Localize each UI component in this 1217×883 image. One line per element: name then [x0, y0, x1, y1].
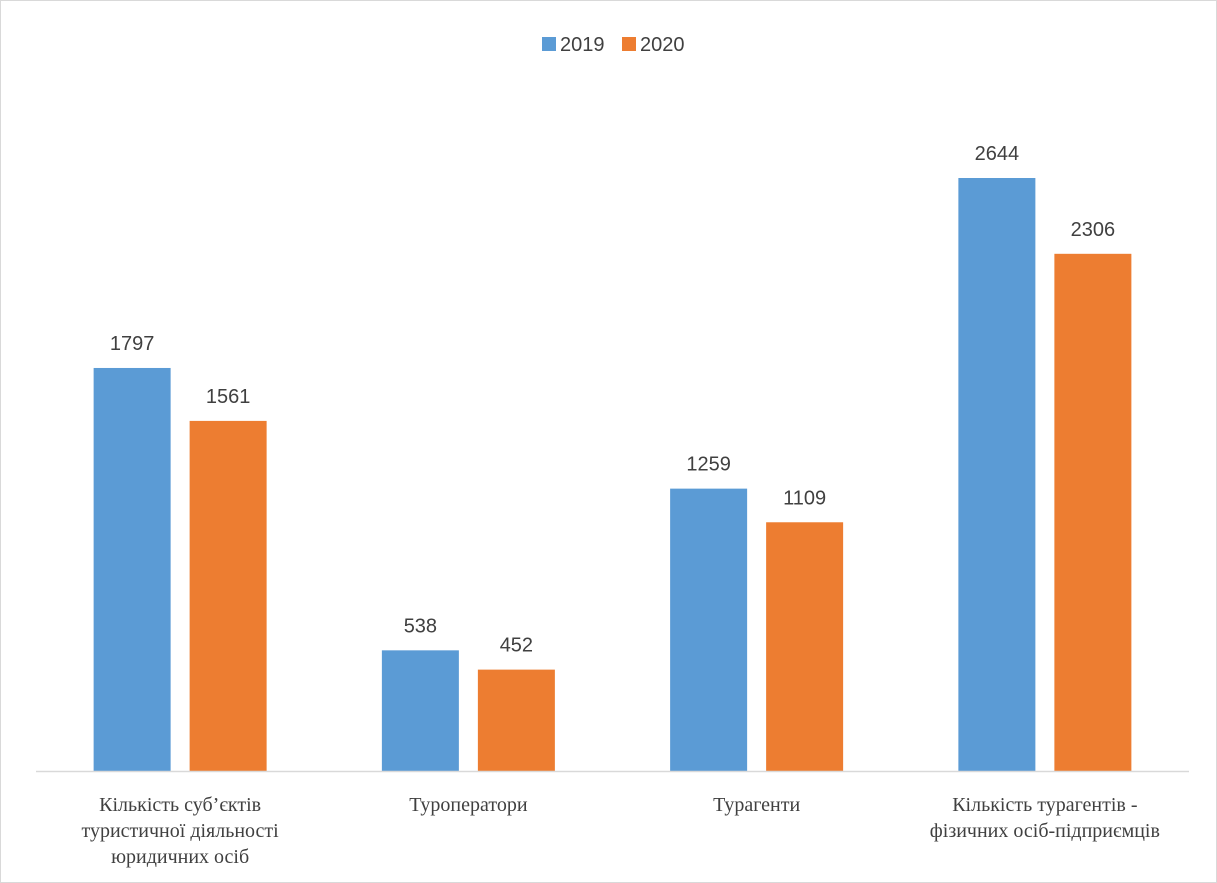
legend: 2019 2020 — [542, 34, 685, 56]
data-label-2020-3: 1109 — [783, 487, 826, 509]
legend-label-2019: 2019 — [560, 34, 605, 56]
bar-2019-1 — [93, 367, 171, 771]
bar-2020-1 — [189, 420, 267, 771]
category-label-4-line-1: Кількість турагентів - — [952, 794, 1137, 816]
category-label-1-line-3: юридичних осіб — [111, 846, 249, 868]
bar-2019-2 — [381, 650, 459, 771]
bar-2020-3 — [766, 522, 844, 771]
data-label-2019-2: 538 — [404, 615, 437, 637]
data-label-2019-1: 1797 — [110, 333, 155, 355]
category-label-3-line-1: Турагенти — [713, 794, 800, 816]
legend-swatch-2019 — [542, 37, 556, 51]
data-label-2020-1: 1561 — [206, 386, 251, 408]
data-label-2020-4: 2306 — [1071, 219, 1116, 241]
category-labels-group: Кількість суб’єктів туристичної діяльност… — [82, 794, 1160, 868]
bar-2020-2 — [477, 669, 555, 771]
category-label-1-line-2: туристичної діяльності — [82, 820, 280, 842]
data-labels-group: 1797 1561 538 452 1259 1109 2644 2306 — [110, 143, 1115, 657]
category-label-4-line-2: фізичних осіб-підприємців — [930, 820, 1160, 842]
data-label-2019-4: 2644 — [975, 143, 1020, 165]
bar-2019-3 — [670, 488, 748, 771]
bars-group — [93, 178, 1132, 771]
bar-2019-4 — [958, 178, 1036, 771]
legend-swatch-2020 — [622, 37, 636, 51]
legend-label-2020: 2020 — [640, 34, 685, 56]
category-label-1-line-1: Кількість суб’єктів — [99, 794, 261, 816]
data-label-2020-2: 452 — [500, 635, 533, 657]
category-label-2-line-1: Туроператори — [409, 794, 528, 816]
bar-2020-4 — [1054, 253, 1132, 771]
data-label-2019-3: 1259 — [686, 454, 731, 476]
